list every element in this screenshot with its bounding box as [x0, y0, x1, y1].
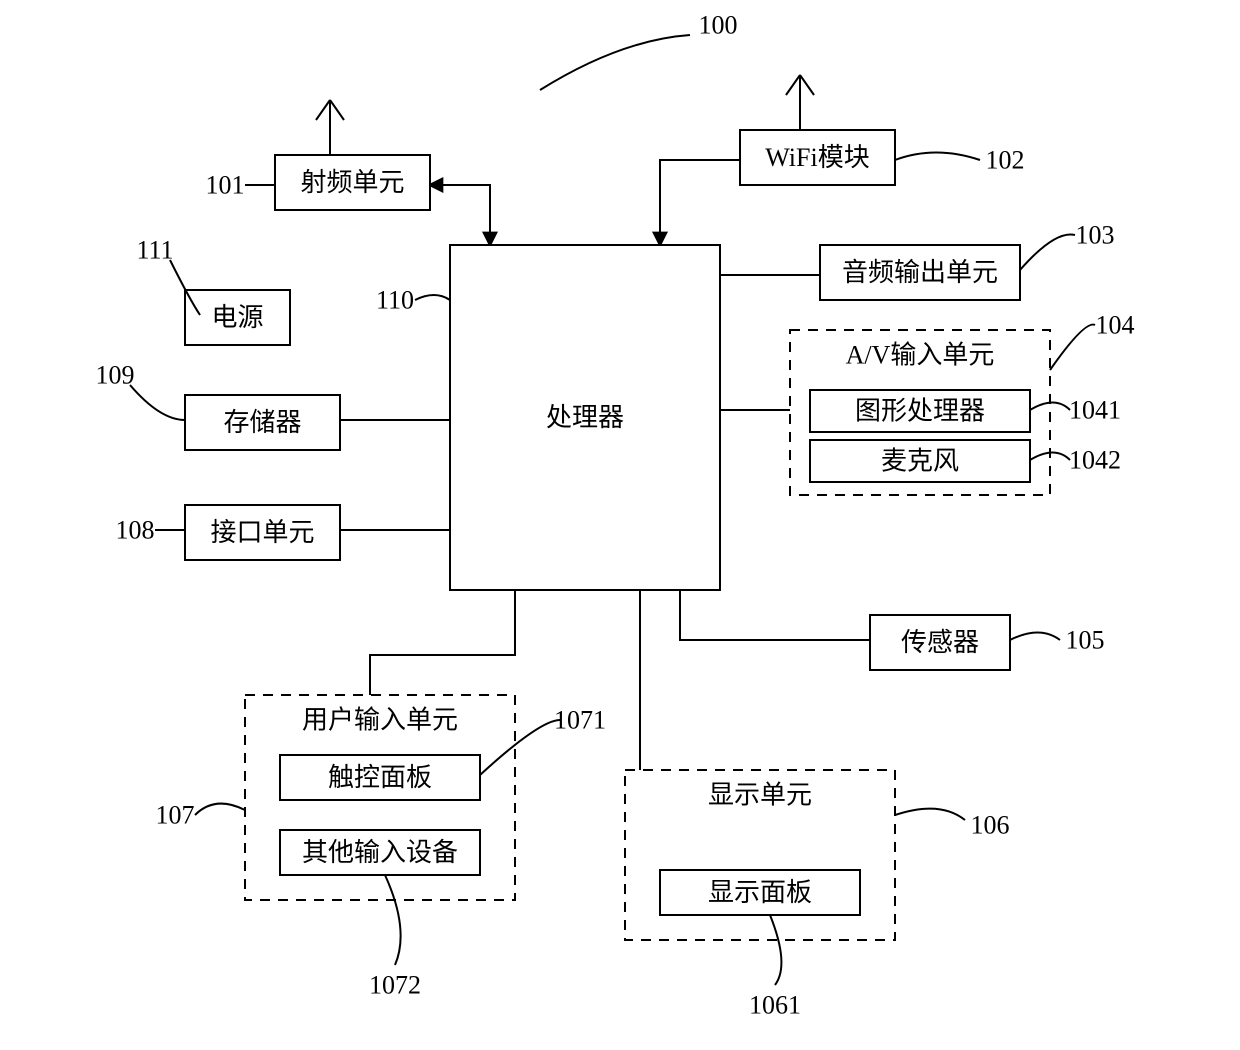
edge	[680, 590, 870, 640]
ref-1061: 1061	[749, 915, 801, 1020]
ref-label-104: 104	[1096, 311, 1135, 340]
node-label-display_unit: 显示单元	[708, 781, 812, 810]
ref-1041: 1041	[1030, 396, 1121, 425]
ref-100: 100	[540, 11, 738, 91]
node-label-processor: 处理器	[546, 403, 624, 432]
node-label-user_input: 用户输入单元	[302, 706, 458, 735]
node-interface: 接口单元	[185, 505, 340, 560]
ref-label-101: 101	[206, 171, 245, 200]
ref-label-110: 110	[376, 286, 414, 315]
ref-label-103: 103	[1076, 221, 1115, 250]
node-mic: 麦克风	[810, 440, 1030, 482]
ref-105: 105	[1010, 626, 1105, 655]
ref-106: 106	[895, 809, 1010, 840]
ref-label-1061: 1061	[749, 991, 801, 1020]
ref-label-107: 107	[156, 801, 195, 830]
ref-1042: 1042	[1030, 446, 1121, 475]
node-label-audio_out: 音频输出单元	[842, 258, 998, 287]
node-display_panel: 显示面板	[660, 870, 860, 915]
ref-label-1072: 1072	[369, 971, 421, 1000]
node-memory: 存储器	[185, 395, 340, 450]
edge	[430, 185, 490, 245]
ref-label-1042: 1042	[1069, 446, 1121, 475]
ref-1071: 1071	[480, 706, 606, 776]
node-label-other_input: 其他输入设备	[302, 838, 458, 867]
node-label-interface: 接口单元	[210, 518, 314, 547]
ref-104: 104	[1050, 311, 1135, 371]
ref-107: 107	[156, 801, 246, 830]
node-label-mic: 麦克风	[881, 447, 959, 476]
ref-label-102: 102	[986, 146, 1025, 175]
node-other_input: 其他输入设备	[280, 830, 480, 875]
node-label-touch_panel: 触控面板	[328, 763, 432, 792]
ref-label-1071: 1071	[554, 706, 606, 735]
node-wifi: WiFi模块	[740, 75, 895, 185]
node-sensor: 传感器	[870, 615, 1010, 670]
ref-103: 103	[1020, 221, 1115, 271]
node-label-gpu: 图形处理器	[855, 397, 985, 426]
ref-label-108: 108	[116, 516, 155, 545]
node-label-memory: 存储器	[223, 408, 301, 437]
ref-label-111: 111	[136, 236, 173, 265]
block-diagram: 处理器 射频单元 WiFi模块音频输出单元 A/V输入单元图形处理器麦克风传感器显示单…	[0, 0, 1240, 1050]
node-label-wifi: WiFi模块	[765, 143, 869, 172]
ref-108: 108	[116, 516, 186, 545]
ref-109: 109	[96, 361, 186, 421]
edge	[370, 590, 515, 695]
node-gpu: 图形处理器	[810, 390, 1030, 432]
ref-1072: 1072	[369, 875, 421, 1000]
node-label-av_input: A/V输入单元	[846, 341, 995, 370]
ref-102: 102	[895, 146, 1025, 175]
ref-label-105: 105	[1066, 626, 1105, 655]
node-rf_unit: 射频单元	[275, 100, 430, 210]
ref-label-100: 100	[699, 11, 738, 40]
node-touch_panel: 触控面板	[280, 755, 480, 800]
node-label-sensor: 传感器	[901, 628, 979, 657]
node-processor: 处理器	[450, 245, 720, 590]
nodes-layer: 处理器 射频单元 WiFi模块音频输出单元 A/V输入单元图形处理器麦克风传感器显示单…	[185, 75, 1050, 940]
ref-label-106: 106	[971, 811, 1010, 840]
ref-label-109: 109	[96, 361, 135, 390]
ref-label-1041: 1041	[1069, 396, 1121, 425]
ref-110: 110	[376, 286, 450, 315]
node-power: 电源	[185, 290, 290, 345]
node-audio_out: 音频输出单元	[820, 245, 1020, 300]
node-label-rf_unit: 射频单元	[300, 168, 404, 197]
ref-101: 101	[206, 171, 276, 200]
node-label-display_panel: 显示面板	[708, 878, 812, 907]
edge	[660, 160, 740, 245]
node-label-power: 电源	[211, 303, 263, 332]
